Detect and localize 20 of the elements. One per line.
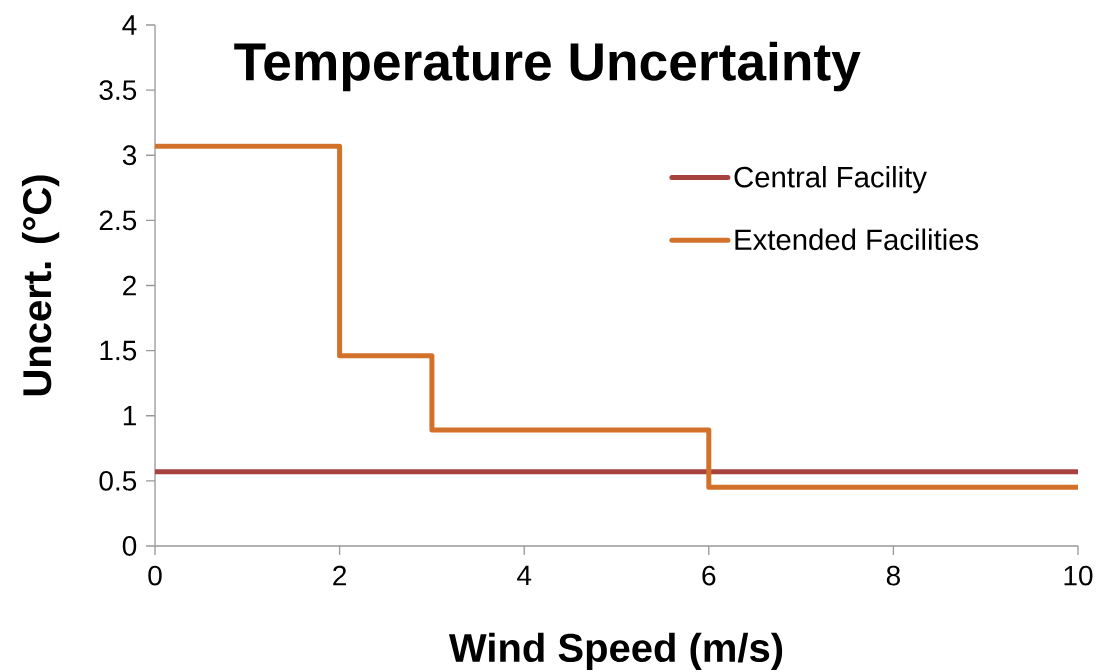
y-tick-label: 2: [123, 275, 136, 296]
legend-label: Central Facility: [734, 165, 927, 194]
y-tick-label: 1: [123, 406, 136, 426]
y-tick-label: 1.5: [100, 340, 137, 361]
x-axis-title: Wind Speed (m/s): [448, 632, 783, 670]
legend-label: Extended Facilities: [735, 228, 979, 251]
y-tick-label: 3.5: [99, 80, 137, 101]
y-tick-label: 3: [122, 145, 137, 166]
y-tick-label: 4: [122, 15, 137, 35]
y-tick-label: 0: [122, 536, 137, 556]
x-tick-label: 4: [517, 565, 532, 585]
x-tick-label: 2: [333, 565, 346, 586]
x-tick-label: 10: [1064, 565, 1093, 586]
chart-title: Temperature Uncertainty: [234, 41, 861, 92]
y-tick-label: 2.5: [99, 210, 137, 231]
x-tick-label: 0: [148, 565, 162, 586]
y-tick-label: 0.5: [99, 470, 137, 491]
y-axis-title: Uncert. (°C): [21, 175, 60, 396]
x-tick-label: 8: [886, 565, 900, 586]
x-tick-label: 6: [702, 565, 716, 586]
